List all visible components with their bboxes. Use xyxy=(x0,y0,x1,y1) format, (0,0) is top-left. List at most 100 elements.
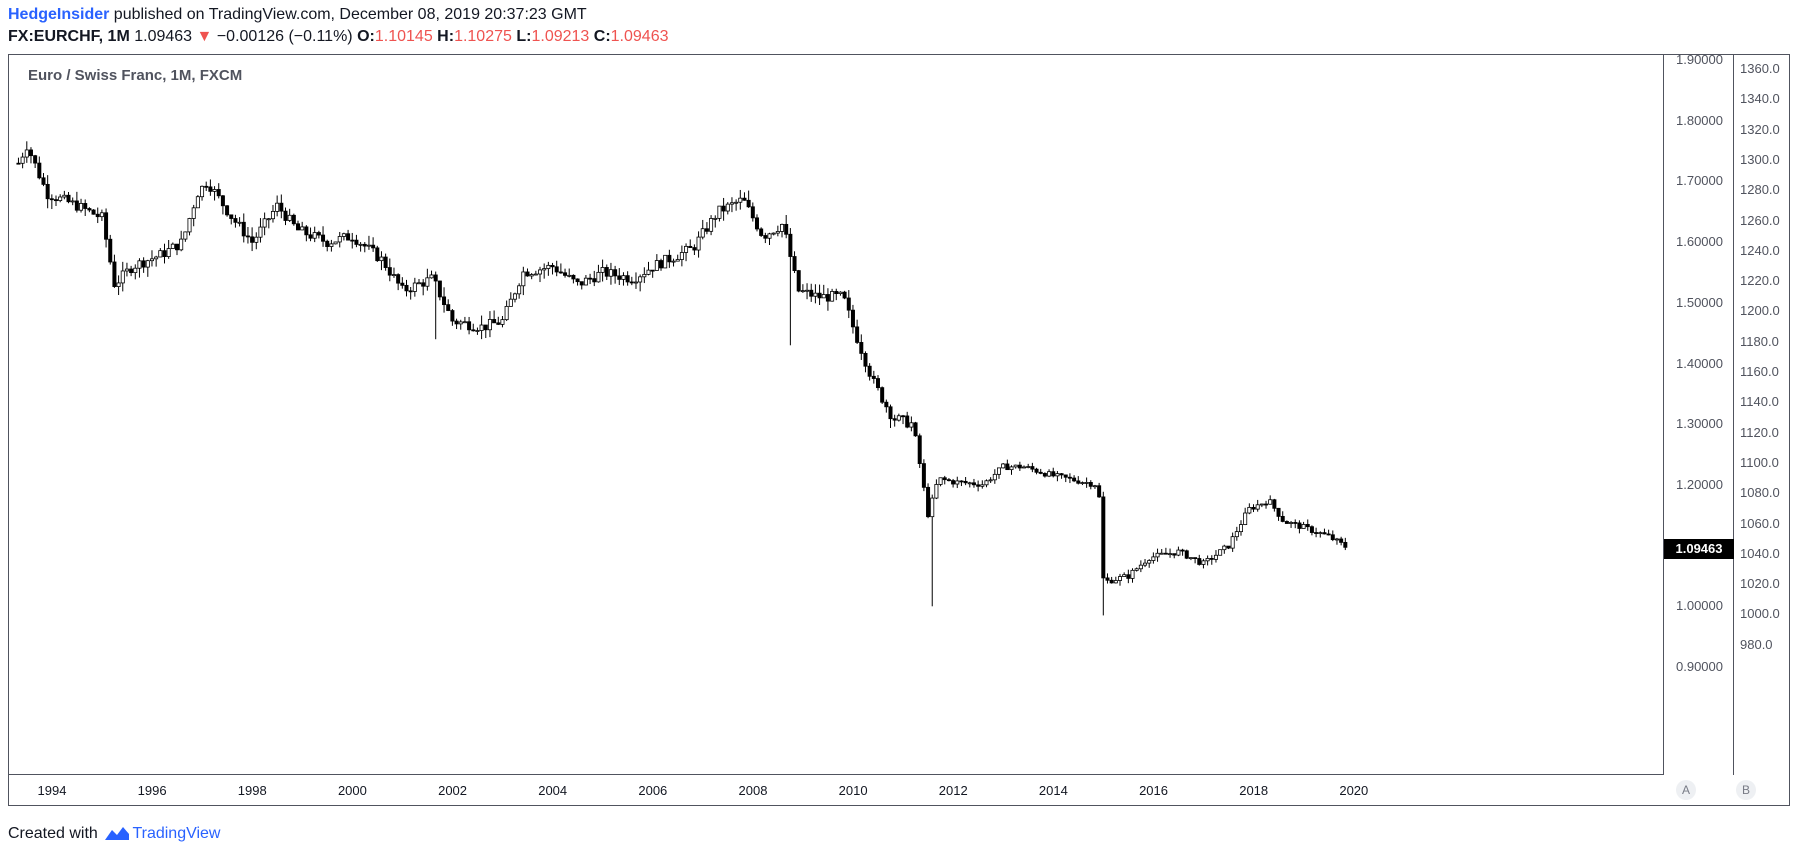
candle-body xyxy=(408,290,413,293)
chart-frame: Euro / Swiss Franc, 1M, FXCM 1.90000 1.80… xyxy=(8,52,1790,807)
candle-body xyxy=(638,276,643,283)
candle-body xyxy=(145,260,150,268)
candle-body xyxy=(108,238,113,263)
candle-body xyxy=(642,273,647,278)
candle-body xyxy=(212,189,217,192)
y-right-tick: 1260.0 xyxy=(1740,212,1780,228)
candle-body xyxy=(66,194,71,203)
candle-body xyxy=(533,273,538,276)
candle-body xyxy=(204,185,209,188)
candle-body xyxy=(1001,463,1006,469)
candle-body xyxy=(1084,482,1089,484)
candle-body xyxy=(1072,477,1077,482)
close-label: C: xyxy=(593,28,611,45)
candle-body xyxy=(87,208,92,211)
candle-body xyxy=(713,217,718,220)
time-axis[interactable]: 1994 1996 1998 2000 2002 2004 2006 2008 2010 2012… xyxy=(9,775,1664,807)
tradingview-logo-icon[interactable] xyxy=(104,825,130,841)
candle-body xyxy=(567,274,572,277)
candle-body xyxy=(475,330,480,332)
y-left-tick: 1.50000 xyxy=(1676,294,1723,310)
price-axis-left[interactable]: 1.90000 1.80000 1.70000 1.60000 1.50000 1.400… xyxy=(1664,52,1734,775)
candle-body xyxy=(550,264,555,268)
scale-b-button[interactable]: B xyxy=(1736,780,1756,800)
candle-body xyxy=(141,260,146,268)
candle-body xyxy=(1059,473,1064,476)
candle-body xyxy=(946,479,951,482)
candle-body xyxy=(1172,553,1177,556)
candle-body xyxy=(458,321,463,325)
candle-body xyxy=(1276,507,1281,517)
candle-body xyxy=(1080,482,1085,484)
publish-info: HedgeInsider published on TradingView.co… xyxy=(8,6,587,24)
candle-body xyxy=(1305,524,1310,528)
price-axis-right[interactable]: 1360.0 1340.0 1320.0 1300.0 1280.0 1260.0 1240… xyxy=(1734,55,1789,775)
candle-body xyxy=(558,271,563,274)
candle-body xyxy=(508,298,513,307)
close-value: 1.09463 xyxy=(610,28,669,45)
candle-body xyxy=(116,282,121,287)
candle-body xyxy=(775,231,780,234)
candle-body xyxy=(759,228,764,236)
candle-body xyxy=(1230,536,1235,549)
candle-body xyxy=(158,250,163,258)
candle-body xyxy=(608,269,613,277)
candle-body xyxy=(738,197,743,203)
y-left-tick: 1.80000 xyxy=(1676,112,1723,128)
candle-body xyxy=(124,268,129,272)
candle-body xyxy=(650,269,655,272)
candle-body xyxy=(379,256,384,262)
candle-body xyxy=(859,342,864,354)
candle-body xyxy=(74,200,79,211)
candle-body xyxy=(479,324,484,331)
down-arrow-icon: ▼ xyxy=(196,28,213,45)
candle-body xyxy=(825,294,830,302)
candle-body xyxy=(279,202,284,212)
candle-body xyxy=(1113,580,1118,584)
candle-body xyxy=(387,267,392,276)
y-left-tick: 1.70000 xyxy=(1676,173,1723,189)
candle-body xyxy=(270,210,275,220)
candle-body xyxy=(187,218,192,233)
candle-body xyxy=(258,226,263,238)
candle-body xyxy=(1280,515,1285,522)
candle-body xyxy=(1188,557,1193,559)
scale-a-button[interactable]: A xyxy=(1676,780,1696,800)
author-link[interactable]: HedgeInsider xyxy=(8,6,110,23)
candle-body xyxy=(1222,545,1227,551)
candle-body xyxy=(120,270,125,284)
candle-body xyxy=(613,269,618,277)
plot-area[interactable]: Euro / Swiss Franc, 1M, FXCM xyxy=(9,55,1664,775)
candle-body xyxy=(1180,549,1185,552)
candle-body xyxy=(254,236,259,243)
candle-body xyxy=(504,305,509,321)
candle-body xyxy=(921,463,926,488)
candle-body xyxy=(262,218,267,228)
candle-body xyxy=(266,218,271,221)
candle-body xyxy=(133,267,138,274)
candle-body xyxy=(1322,532,1327,535)
candle-body xyxy=(554,266,559,273)
candle-body xyxy=(692,247,697,251)
candle-body xyxy=(888,406,893,420)
candle-body xyxy=(208,186,213,192)
candle-body xyxy=(329,243,334,247)
candle-body xyxy=(1330,534,1335,541)
tradingview-link[interactable]: TradingView xyxy=(132,825,221,842)
candle-body xyxy=(571,274,576,280)
candle-body xyxy=(729,202,734,205)
candle-body xyxy=(1297,522,1302,529)
candle-body xyxy=(137,260,142,269)
candle-body xyxy=(1184,550,1189,559)
candle-body xyxy=(62,194,67,198)
candle-body xyxy=(667,254,672,263)
candle-body xyxy=(850,309,855,328)
candle-body xyxy=(467,321,472,331)
x-tick: 2006 xyxy=(638,783,668,798)
candle-body xyxy=(542,268,547,271)
candle-body xyxy=(462,321,467,324)
candlestick-chart[interactable] xyxy=(9,55,1664,775)
candle-body xyxy=(1339,538,1344,543)
candle-body xyxy=(1284,521,1289,524)
candle-body xyxy=(700,228,705,238)
